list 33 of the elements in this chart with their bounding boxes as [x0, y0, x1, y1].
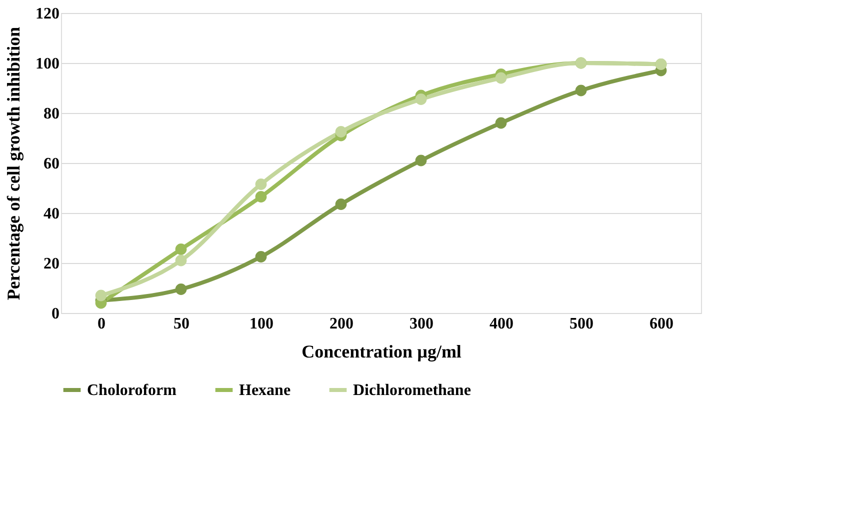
point — [495, 72, 507, 84]
legend-label: Hexane — [239, 382, 291, 399]
point — [255, 191, 267, 202]
x-tick-label: 50 — [174, 316, 190, 332]
y-tick-label: 20 — [44, 256, 60, 272]
point — [415, 94, 427, 105]
y-axis-title: Percentage of cell growth inhibition — [4, 26, 24, 300]
y-tick-label: 120 — [36, 6, 60, 22]
y-tick-label: 100 — [36, 56, 60, 72]
point — [255, 178, 267, 190]
legend-label: Choloroform — [87, 382, 178, 399]
x-tick-label: 600 — [650, 316, 674, 332]
x-tick-label: 100 — [250, 316, 274, 332]
x-tick-label: 400 — [490, 316, 514, 332]
legend-label: Dichloromethane — [353, 382, 471, 399]
point — [415, 154, 427, 166]
point — [255, 251, 267, 262]
x-tick-label: 0 — [98, 316, 106, 332]
point — [335, 126, 347, 138]
x-axis-title: Concentration µg/ml — [302, 342, 462, 362]
point — [175, 244, 187, 255]
y-tick-label: 60 — [44, 156, 60, 172]
point — [95, 290, 107, 302]
y-tick-label: 80 — [44, 106, 60, 122]
point — [175, 254, 187, 266]
point — [575, 84, 587, 96]
point — [175, 284, 187, 295]
point — [335, 198, 347, 210]
x-tick-label: 300 — [410, 316, 434, 332]
point — [495, 117, 507, 129]
x-tick-label: 200 — [330, 316, 354, 332]
y-tick-label: 40 — [44, 206, 60, 222]
x-tick-label: 500 — [570, 316, 594, 332]
